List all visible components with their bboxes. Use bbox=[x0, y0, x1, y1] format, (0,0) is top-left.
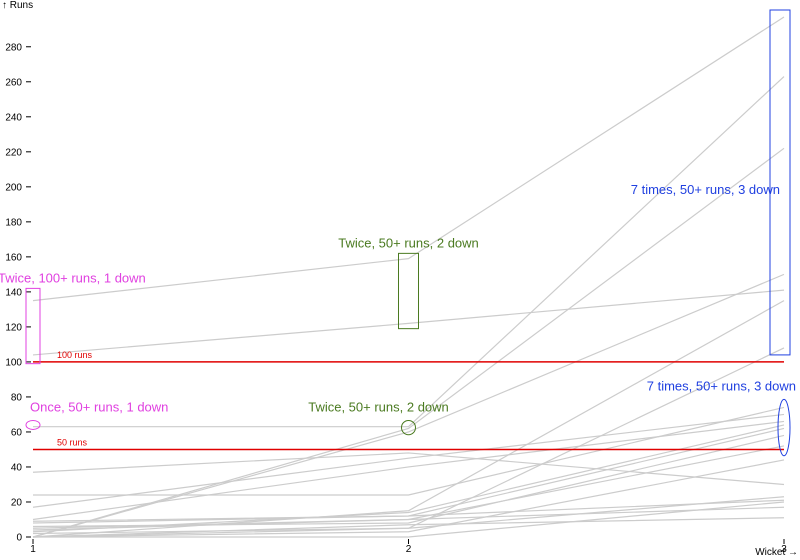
y-tick-label: 260 bbox=[5, 77, 22, 88]
annotation-box bbox=[769, 9, 791, 356]
annotation-label: Twice, 50+ runs, 2 down bbox=[338, 235, 479, 250]
y-tick-label: 0 bbox=[16, 533, 22, 544]
series-line bbox=[32, 496, 785, 535]
reference-label: 50 runs bbox=[57, 437, 88, 447]
annotation-box bbox=[25, 287, 41, 365]
y-tick-label: 120 bbox=[5, 322, 22, 333]
y-tick-label: 80 bbox=[11, 392, 23, 403]
series-line bbox=[32, 300, 785, 538]
series-line bbox=[32, 347, 785, 538]
y-axis-label: ↑ Runs bbox=[2, 0, 33, 11]
y-tick-label: 180 bbox=[5, 217, 22, 228]
y-tick-label: 60 bbox=[11, 427, 23, 438]
series-line bbox=[32, 517, 785, 538]
series-line bbox=[32, 459, 785, 538]
annotation-label: 7 times, 50+ runs, 3 down bbox=[647, 378, 796, 393]
annotation-ellipse bbox=[25, 419, 41, 430]
series-line bbox=[32, 16, 785, 302]
series-line bbox=[32, 499, 785, 522]
series-line bbox=[32, 413, 785, 508]
reference-label: 100 runs bbox=[57, 350, 93, 360]
y-tick-label: 240 bbox=[5, 112, 22, 123]
y-tick-label: 20 bbox=[11, 497, 23, 508]
series-line bbox=[32, 147, 785, 538]
series-line bbox=[33, 76, 785, 428]
annotation-label: 7 times, 50+ runs, 3 down bbox=[631, 182, 780, 197]
annotation-ellipse bbox=[401, 419, 416, 436]
series-line bbox=[32, 427, 785, 524]
annotation-box bbox=[398, 252, 419, 330]
annotation-label: Twice, 100+ runs, 1 down bbox=[0, 270, 146, 285]
series-line bbox=[32, 289, 785, 356]
y-tick-label: 140 bbox=[5, 287, 22, 298]
y-tick-label: 200 bbox=[5, 182, 22, 193]
x-tick-label: 2 bbox=[406, 544, 412, 555]
annotation-label: Once, 50+ runs, 1 down bbox=[30, 399, 168, 414]
y-tick-label: 280 bbox=[5, 42, 22, 53]
series-line bbox=[33, 501, 785, 538]
x-tick-label: 1 bbox=[30, 544, 36, 555]
series-line bbox=[32, 452, 785, 486]
series-line bbox=[32, 424, 785, 533]
x-tick-label: 3 bbox=[781, 544, 787, 555]
x-axis-label: Wicket → bbox=[755, 547, 798, 558]
y-tick-label: 100 bbox=[5, 357, 22, 368]
series-line bbox=[32, 420, 785, 521]
annotation-ellipse bbox=[777, 398, 791, 457]
annotation-label: Twice, 50+ runs, 2 down bbox=[308, 399, 449, 414]
y-tick-label: 40 bbox=[11, 462, 23, 473]
y-tick-label: 160 bbox=[5, 252, 22, 263]
y-tick-label: 220 bbox=[5, 147, 22, 158]
